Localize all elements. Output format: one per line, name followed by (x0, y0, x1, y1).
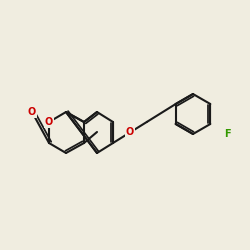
Text: O: O (45, 117, 53, 127)
Text: F: F (224, 129, 231, 139)
Text: O: O (126, 128, 134, 138)
Text: O: O (28, 107, 36, 117)
